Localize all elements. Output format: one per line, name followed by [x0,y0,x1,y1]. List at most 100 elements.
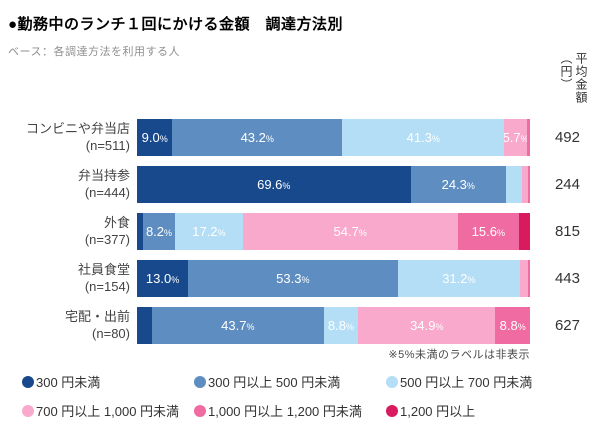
segment-value: 5.7 [504,130,521,145]
bar-segment: 5.7% [504,119,527,156]
legend-label: 1,000 円以上 1,200 円未満 [208,404,362,419]
stacked-bar-chart: コンビニや弁当店(n=511)9.0%43.2%41.3%5.7%492弁当持参… [0,114,600,349]
legend-item: 700 円以上 1,000 円未満 [22,401,194,420]
bar-segment [526,119,530,156]
segment-value: 69.6 [257,177,283,192]
chart-row: 社員食堂 (n=154) 13.0% 53.3% 31.2% 443 [0,255,600,302]
category-label: 外食 (n=377) [0,215,137,249]
legend-item: 1,000 円以上 1,200 円未満 [194,401,386,420]
segment-value: 43.2 [240,130,266,145]
segment-value: 54.7 [333,224,359,239]
average-amount-value: 492 [554,129,580,146]
category-sample-size: (n=444) [84,184,130,200]
stacked-bar: 43.7% 8.8% 34.9% 8.8% [137,307,530,344]
segment-value: 17.2 [192,224,218,239]
bar-segment: 43.7% [151,307,324,344]
legend-marker-icon [22,375,34,388]
bar-segment [137,213,143,250]
segment-value: 8.8 [327,318,346,333]
bar-segment: 69.6% [137,166,411,203]
segment-value: 34.9 [410,318,436,333]
chart-row: 宅配・出前 (n=80) 43.7% 8.8% 34.9% 8.8% 627 [0,302,600,349]
category-sample-size: (n=377) [84,231,130,247]
stacked-bar: 8.2% 17.2% 54.7% 15.6% [137,213,530,250]
bar-segment [527,260,530,297]
category-sample-size: (n=511) [85,137,130,153]
segment-percent-sign: % [265,134,274,144]
segment-percent-sign: % [435,322,444,332]
bar-segment: 43.2% [172,119,343,156]
bar-segment [137,307,152,344]
segment-percent-sign: % [301,275,310,285]
bar-segment: 53.3% [188,260,398,297]
segment-value: 31.2 [442,271,468,286]
segment-percent-sign: % [171,275,180,285]
chart-row: 弁当持参 (n=444) 69.6% 24.3% 244 [0,161,600,208]
bar-segment: 9.0% [137,119,173,156]
bar-segment [518,213,530,250]
legend-label: 700 円以上 1,000 円未満 [36,404,180,419]
legend-label: 300 円未満 [36,375,101,390]
bar-segment: 8.2% [142,213,176,250]
legend-label: 500 円以上 700 円未満 [400,375,533,390]
average-amount-value: 244 [554,176,580,193]
segment-value: 9.0 [141,130,160,145]
category-label: 社員食堂 (n=154) [0,262,137,296]
category-label: 弁当持参 (n=444) [0,168,137,202]
legend-item: 1,200 円以上 [386,401,532,420]
bar-segment [522,166,528,203]
bar-segment: 15.6% [457,213,519,250]
segment-percent-sign: % [467,275,476,285]
legend-marker-icon [22,404,34,417]
stacked-bar: 13.0% 53.3% 31.2% [137,260,530,297]
segment-value: 15.6 [471,224,497,239]
legend-label: 1,200 円以上 [400,404,476,419]
bar-segment: 13.0% [137,260,189,297]
segment-percent-sign: % [358,228,367,238]
average-amount-value: 627 [554,317,580,334]
segment-percent-sign: % [159,134,168,144]
page-title: ●勤務中のランチ１回にかける金額 調達方法別 [8,16,344,33]
segment-value: 41.3 [406,130,432,145]
bar-segment: 54.7% [242,213,458,250]
stacked-bar: 9.0%43.2%41.3%5.7% [137,119,530,156]
category-name: 宅配・出前 [64,308,130,324]
bar-segment: 34.9% [358,307,496,344]
bar-segment: 8.8% [323,307,359,344]
avg-amount-header: 平均金額（円） [559,52,588,104]
segment-value: 24.3 [441,177,467,192]
bar-segment: 8.8% [495,307,530,344]
category-name: 弁当持参 [77,167,130,183]
category-name: 社員食堂 [77,261,130,277]
chart-legend: 300 円未満 300 円以上 500 円未満 500 円以上 700 円未満 700… [22,372,532,420]
chart-row: コンビニや弁当店(n=511)9.0%43.2%41.3%5.7%492 [0,114,600,161]
category-name: 外食 [103,214,130,230]
segment-percent-sign: % [282,181,291,191]
segment-percent-sign: % [164,228,173,238]
average-amount-value: 815 [554,223,580,240]
legend-marker-icon [386,375,398,388]
segment-percent-sign: % [431,134,440,144]
segment-percent-sign: % [517,322,526,332]
legend-marker-icon [194,404,206,417]
bar-segment: 24.3% [410,166,506,203]
segment-value: 53.3 [276,271,302,286]
bar-segment [506,166,523,203]
legend-label: 300 円以上 500 円未満 [208,375,341,390]
bar-segment: 31.2% [397,260,521,297]
category-sample-size: (n=80) [92,325,130,341]
segment-percent-sign: % [217,228,226,238]
bar-segment: 17.2% [175,213,243,250]
category-label: コンビニや弁当店 (n=511) [0,121,137,155]
segment-percent-sign: % [246,322,255,332]
segment-percent-sign: % [345,322,354,332]
stacked-bar: 69.6% 24.3% [137,166,530,203]
segment-value: 43.7 [221,318,247,333]
legend-item: 300 円以上 500 円未満 [194,372,386,391]
segment-percent-sign: % [466,181,475,191]
legend-marker-icon [194,375,206,388]
bar-segment: 41.3% [342,119,505,156]
segment-percent-sign: % [496,228,505,238]
segment-value: 8.8 [499,318,518,333]
